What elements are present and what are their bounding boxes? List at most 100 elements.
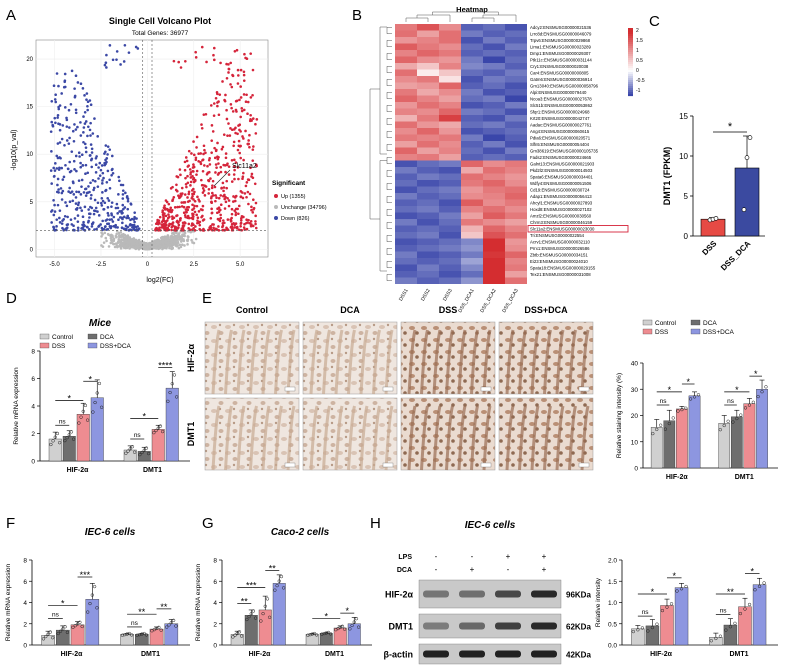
chart-sig-label: * [751,567,755,577]
volcano-point-up [235,99,239,103]
volcano-point-up [195,146,198,149]
volcano-point-up [219,203,223,207]
volcano-point-up [233,168,236,172]
chart-xtick: DMT1 [729,651,748,658]
heatmap-cell [395,134,417,141]
volcano-point-up [177,226,180,229]
volcano-point-down [130,228,133,232]
legend-down: Down (826) [281,216,310,222]
heatmap-scale-step [628,52,633,55]
c-ytick: 15 [679,112,688,121]
volcano-point-down [110,154,114,158]
chart-datapoint [267,615,272,619]
heatmap-scale-tick: 2 [636,28,639,34]
chart-sig-label: ns [727,398,735,405]
western-band [531,650,557,658]
heatmap-sample-label: DSS2 [420,288,432,303]
volcano-point-up [191,192,194,196]
volcano-point-up [219,170,223,174]
volcano-point-unchange [103,231,107,235]
heatmap-cell [439,186,461,193]
volcano-point-down [58,221,62,224]
volcano-point-up [209,224,212,228]
heatmap-cell [505,50,527,57]
volcano-point-up [194,178,197,182]
heatmap-gene-label: Tri:ENSMUSG00000022554 [530,233,585,238]
heatmap-scale-step [628,88,633,91]
ihc-crypt [505,329,515,395]
heatmap: Heatmap Adcy2:ENSMUSG00000021536Lrrc8d:E… [369,5,645,314]
volcano-point-up [226,196,229,200]
volcano-point-down [110,173,113,177]
heatmap-scale-step [628,30,633,33]
heatmap-cell [505,56,527,63]
volcano-point-unchange [117,241,120,244]
heatmap-gene-label: Spata18:ENSMUSG00000029155 [530,266,596,271]
chart-sig-label: * [686,377,690,387]
volcano-point-down [111,220,115,223]
heatmap-cell [483,232,505,239]
volcano-point-down [121,189,125,192]
chart-datapoint [273,588,277,592]
volcano-point-down [62,85,66,89]
volcano-point-up [210,186,214,190]
volcano-point-down [89,134,92,137]
volcano-point-up [227,199,231,202]
volcano-point-down [50,182,53,185]
chart-datapoint [738,611,743,616]
ihc-crypt [309,329,319,395]
volcano-point-down [57,84,60,88]
heatmap-cell [461,24,483,31]
chart-bar-dss [76,414,90,462]
volcano-point-up [204,112,208,116]
volcano-point-up [248,145,251,149]
chart-datapoint [747,403,752,407]
ihc-crypt [261,329,271,395]
heatmap-cell [505,219,527,226]
volcano-point-unchange [120,243,124,246]
heatmap-cell [461,277,483,284]
volcano-point-up [244,184,248,188]
volcano-point-down [60,198,64,201]
heatmap-cell [461,115,483,122]
volcano-point-unchange [136,239,139,243]
volcano-point-up [218,93,222,96]
volcano-point-unchange [169,241,172,244]
volcano-point-unchange [100,231,103,234]
heatmap-gene-label: Aadac:ENSMUSG00000027761 [530,123,592,128]
heatmap-cell [439,76,461,83]
c-xtick: DSS [700,239,718,257]
volcano-point-down [67,108,71,112]
heatmap-cell [505,24,527,31]
volcano-point-down [89,212,92,216]
volcano-point-up [249,166,252,170]
volcano-point-unchange [168,246,171,250]
heatmap-cell [505,89,527,96]
heatmap-cell [439,63,461,70]
volcano-point-up [198,200,201,203]
volcano-point-up [246,190,250,194]
volcano-point-up [212,114,216,117]
heatmap-cell [395,245,417,252]
chart-ylabel: Relative intensity [595,577,602,627]
volcano-point-down [106,206,110,209]
volcano-point-down [68,170,72,174]
legend-swatch [39,342,50,349]
volcano-point-down [50,209,54,212]
heatmap-gene-label: Pdia6:ENSMUSG00000020571 [530,136,591,141]
chart-datapoint [85,418,90,422]
volcano-point-up [184,208,188,211]
ihc-crypt [420,405,429,471]
heatmap-cell [439,154,461,161]
chart-bar-control [120,634,134,646]
chart-datapoint [170,382,174,386]
heatmap-cell [461,212,483,219]
heatmap-cell [461,258,483,265]
volcano-point-down [83,122,87,125]
heatmap-cell [395,141,417,148]
volcano-point-down [55,218,59,221]
chart-ytick: 0 [31,459,35,466]
heatmap-cell [439,258,461,265]
heatmap-cell [505,82,527,89]
